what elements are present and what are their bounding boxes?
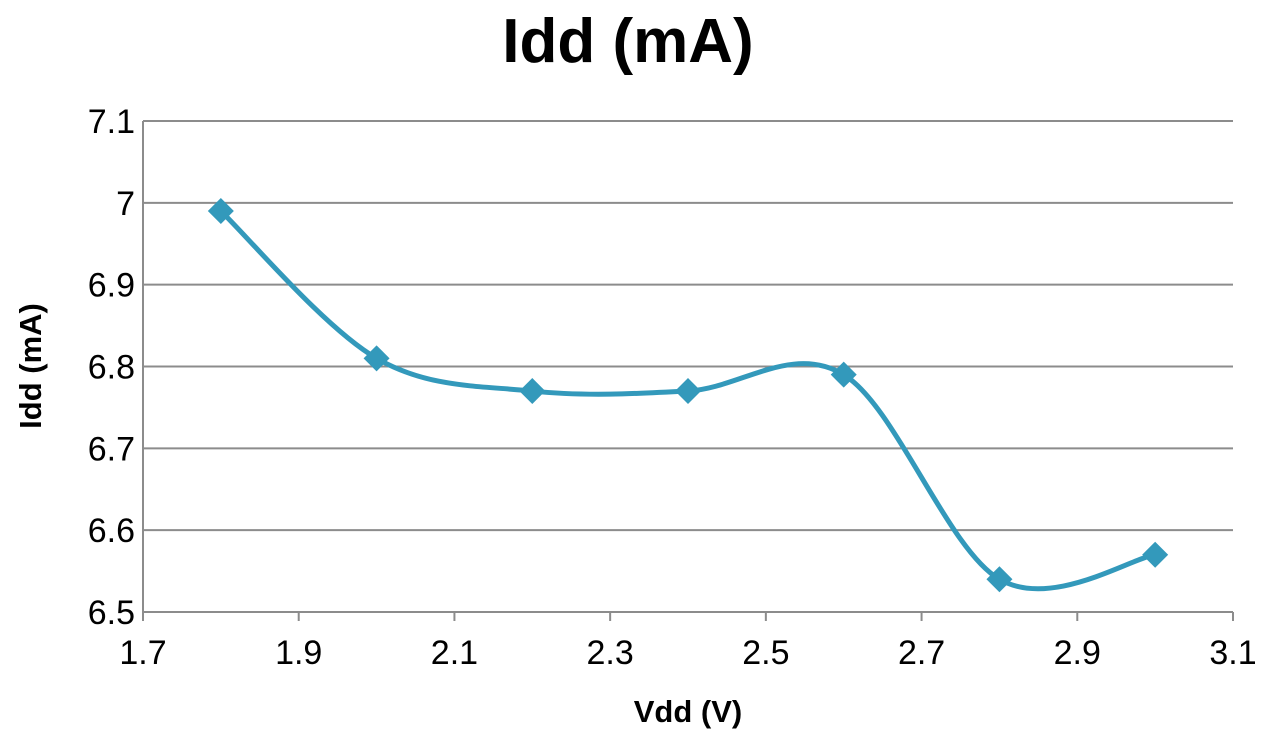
x-tick-label: 2.9 (1054, 634, 1101, 672)
tick-labels: 6.5 6.6 6.7 6.8 6.9 7 7.1 1.7 1.9 2.1 2.3 2.5 2.7 2.9… (88, 103, 1257, 672)
data-point-marker (830, 361, 857, 388)
y-tick-label: 6.8 (88, 349, 135, 387)
x-axis-title: Vdd (V) (634, 694, 743, 729)
y-tick-label: 6.7 (88, 430, 135, 468)
data-point-marker (363, 345, 390, 372)
series-layer (207, 198, 1169, 593)
data-point-marker (986, 566, 1013, 593)
data-point-marker (1142, 541, 1169, 568)
x-tick-label: 2.3 (587, 634, 634, 672)
x-tick-label: 2.1 (431, 634, 478, 672)
y-tick-label: 7.1 (88, 103, 135, 141)
y-tick-label: 6.9 (88, 267, 135, 305)
x-tick-label: 2.7 (898, 634, 945, 672)
x-tick-label: 1.7 (119, 634, 166, 672)
chart-title: Idd (mA) (502, 7, 753, 76)
y-tick-label: 6.6 (88, 512, 135, 550)
y-tick-label: 7 (116, 185, 135, 223)
gridlines (143, 120, 1233, 532)
data-point-marker (519, 378, 546, 405)
x-tick-label: 1.9 (275, 634, 322, 672)
x-tick-label: 2.5 (742, 634, 789, 672)
data-point-marker (207, 198, 234, 225)
axes (142, 121, 1234, 621)
y-tick-label: 6.5 (88, 594, 135, 632)
y-axis-title: Idd (mA) (13, 303, 48, 429)
x-tick-label: 3.1 (1209, 634, 1256, 672)
data-point-marker (675, 378, 701, 405)
